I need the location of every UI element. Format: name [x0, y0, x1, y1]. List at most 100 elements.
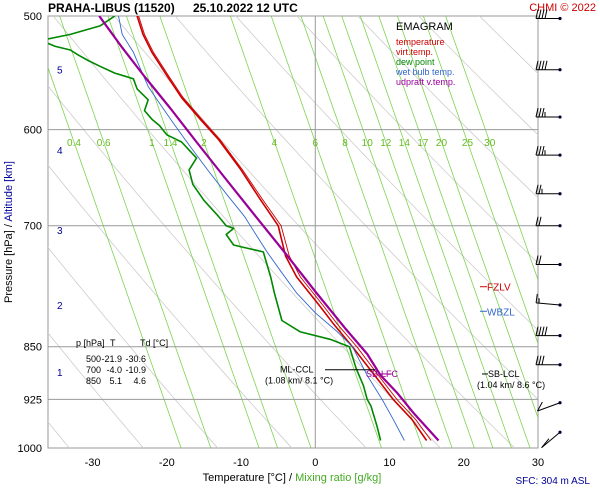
table-cell: 500 — [86, 354, 101, 364]
wind-barb-base — [558, 115, 562, 119]
wind-barb-base — [558, 16, 562, 21]
wind-barb-flag — [538, 355, 542, 365]
y-axis-label-altitude: Altitude [km] — [3, 161, 15, 222]
pressure-tick-label: 500 — [24, 11, 42, 23]
table-cell: -4.0 — [106, 365, 122, 375]
wind-barb-flag — [544, 326, 548, 336]
altitude-tick-labels: 1 2 3 4 5 — [57, 66, 63, 379]
wind-barb-flag — [541, 107, 545, 118]
wind-barb — [535, 216, 562, 228]
y-axis-label: Pressure [hPa] / Altitude [km] — [3, 161, 15, 303]
table-cell: 700 — [86, 365, 101, 375]
wind-barb — [535, 355, 562, 367]
table-cell: 5.1 — [109, 376, 122, 386]
plot-frame — [47, 15, 539, 449]
mixing-ratio-label: 20 — [436, 138, 448, 149]
dry-adiabat — [48, 246, 219, 448]
ml-ccl-label: ML-CCL — [280, 365, 314, 375]
sb-lcl-value: (1.04 km/ 8.6 °C) — [477, 380, 545, 390]
altitude-tick-label: 1 — [57, 368, 63, 379]
annotations: ML-CCL(1.08 km/ 8.1 °C) SB-LFC SB-LCL(1.04… — [265, 365, 545, 390]
wind-barb-flag — [538, 184, 542, 194]
wind-barb-flag — [544, 9, 548, 19]
wind-barb-flag — [537, 401, 543, 412]
wind-barb — [535, 60, 562, 72]
legend-item: temperature — [396, 37, 445, 47]
wind-barb-base — [558, 363, 562, 367]
dry-adiabat — [174, 16, 538, 400]
temperature-tick-labels: -30 -20 -10 0 10 20 30 — [85, 457, 545, 469]
wind-barb-flag — [535, 255, 539, 265]
mixing-ratio-line — [378, 16, 531, 448]
mixing-ratio-label: 1 — [149, 138, 155, 149]
legend-item: virt.temp. — [396, 47, 433, 57]
levels: FZLV WBZL — [480, 283, 515, 318]
station-title: PRAHA-LIBUS (11520) — [48, 1, 175, 15]
mixing-ratio-label: 10 — [362, 138, 374, 149]
wind-barb — [537, 401, 562, 412]
mixing-ratio-label: 1.4 — [164, 138, 178, 149]
wind-barb — [535, 255, 562, 267]
temperature-tick-label: -10 — [233, 457, 249, 469]
x-axis-label-mixing: Mixing ratio [g/kg] — [295, 472, 381, 484]
table-cell: -30.6 — [125, 354, 146, 364]
y-axis-label-pressure: Pressure [hPa] — [3, 230, 15, 303]
y-axis-label-sep: / — [3, 223, 15, 227]
temperature-tick-label: 20 — [458, 457, 470, 469]
grid-lines — [48, 16, 538, 448]
series-temperature — [136, 16, 428, 441]
wind-barb-flag — [541, 326, 545, 336]
altitude-tick-label: 2 — [57, 301, 63, 312]
legend-title: EMAGRAM — [396, 21, 453, 33]
dry-adiabat — [48, 85, 367, 448]
ml-ccl-value: (1.08 km/ 8.1 °C) — [265, 376, 333, 386]
altitude-tick-label: 4 — [57, 146, 63, 157]
wind-barb-flag — [538, 145, 542, 156]
wind-barb-staff — [537, 402, 561, 412]
wind-barb-flag — [535, 355, 539, 365]
profile-series — [48, 16, 440, 442]
mixing-ratio-label: 8 — [342, 138, 348, 149]
wind-barb-flag — [541, 145, 545, 156]
wind-barb-flag — [538, 326, 542, 336]
temperature-tick-label: 10 — [383, 457, 395, 469]
dry-adiabat — [48, 164, 293, 448]
mixing-ratio-line — [322, 16, 475, 448]
wind-barb-base — [558, 224, 562, 228]
table-header: T — [110, 338, 116, 348]
dry-adiabat — [48, 332, 144, 448]
mixing-ratio-label: 6 — [312, 138, 318, 149]
x-axis-label-temp: Temperature [°C] — [203, 472, 286, 484]
mixing-ratio-line — [126, 16, 278, 448]
mixing-ratio-line — [341, 16, 494, 448]
wind-barb-staff — [541, 431, 561, 449]
series-udpraft-v-temp- — [98, 16, 440, 442]
mixing-ratio-line — [270, 16, 423, 448]
altitude-tick-label: 5 — [57, 66, 63, 77]
wind-barb — [535, 145, 562, 157]
wind-barb-base — [558, 262, 562, 267]
mixing-ratio-label: 12 — [380, 138, 392, 149]
mixing-ratio-label: 0.6 — [97, 138, 111, 149]
wind-barbs — [535, 9, 562, 449]
mixing-ratio-line — [445, 16, 538, 282]
pressure-tick-labels: 500 600 700 850 925 1000 — [18, 11, 42, 455]
mixing-ratio-label: 4 — [272, 138, 278, 149]
wind-barb-flag — [535, 184, 539, 194]
table-header: Td [°C] — [140, 338, 168, 348]
wind-barb-base — [558, 334, 562, 338]
wind-barb — [535, 184, 562, 196]
table-cell: -21.9 — [101, 354, 122, 364]
wind-barb-flag — [535, 326, 539, 336]
dry-adiabat — [588, 3, 600, 478]
mixing-ratio-line — [359, 16, 512, 448]
level-label: WBZL — [487, 307, 515, 318]
wind-barb — [535, 9, 562, 21]
mixing-ratio-line — [159, 16, 312, 448]
mixing-ratio-label: 25 — [462, 138, 474, 149]
wind-barb-flag — [538, 255, 542, 265]
wind-barb-flag — [535, 107, 539, 118]
wind-barb-base — [558, 401, 562, 405]
wind-barb — [535, 293, 562, 307]
